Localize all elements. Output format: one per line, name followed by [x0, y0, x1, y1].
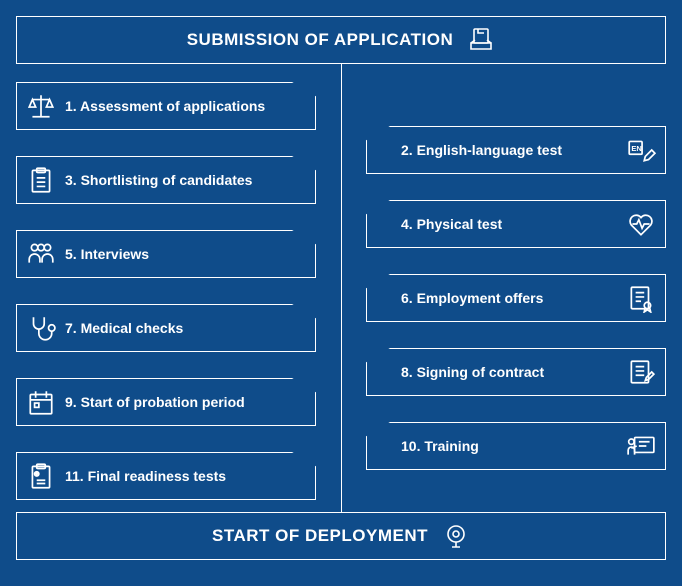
location-pin-icon	[442, 522, 470, 550]
step-box: 3. Shortlisting of candidates	[16, 156, 316, 204]
step-box: 4. Physical test	[366, 200, 666, 248]
header-box: SUBMISSION OF APPLICATION	[16, 16, 666, 64]
document-ribbon-icon	[619, 275, 663, 321]
step-label: 10. Training	[401, 438, 617, 454]
left-column: 1. Assessment of applications 3. Shortlis…	[16, 82, 316, 500]
heartbeat-icon	[619, 201, 663, 247]
step-label: 4. Physical test	[401, 216, 617, 232]
step-label: 3. Shortlisting of candidates	[65, 172, 315, 188]
footer-title: START OF DEPLOYMENT	[212, 526, 428, 546]
step-box: 10. Training	[366, 422, 666, 470]
document-tray-icon	[467, 26, 495, 54]
step-label: 7. Medical checks	[65, 320, 315, 336]
flow-container: 1. Assessment of applications 3. Shortlis…	[16, 82, 666, 500]
clipboard-plus-icon	[19, 453, 63, 499]
step-box: 7. Medical checks	[16, 304, 316, 352]
step-box: 5. Interviews	[16, 230, 316, 278]
step-label: 6. Employment offers	[401, 290, 617, 306]
step-box: 11. Final readiness tests	[16, 452, 316, 500]
step-box: 6. Employment offers	[366, 274, 666, 322]
step-box: 9. Start of probation period	[16, 378, 316, 426]
center-line	[341, 64, 342, 512]
step-label: 1. Assessment of applications	[65, 98, 315, 114]
clipboard-list-icon	[19, 157, 63, 203]
step-box: 1. Assessment of applications	[16, 82, 316, 130]
calendar-icon	[19, 379, 63, 425]
document-pen-icon	[619, 349, 663, 395]
step-box: 8. Signing of contract	[366, 348, 666, 396]
step-box: 2. English-language test	[366, 126, 666, 174]
presentation-icon	[619, 423, 663, 469]
people-group-icon	[19, 231, 63, 277]
stethoscope-icon	[19, 305, 63, 351]
right-column: 2. English-language test 4. Physical test…	[366, 82, 666, 500]
step-label: 11. Final readiness tests	[65, 468, 315, 484]
header-title: SUBMISSION OF APPLICATION	[187, 30, 454, 50]
footer-box: START OF DEPLOYMENT	[16, 512, 666, 560]
step-label: 2. English-language test	[401, 142, 617, 158]
step-label: 8. Signing of contract	[401, 364, 617, 380]
en-pencil-icon	[619, 127, 663, 173]
step-label: 9. Start of probation period	[65, 394, 315, 410]
scales-icon	[19, 83, 63, 129]
step-label: 5. Interviews	[65, 246, 315, 262]
